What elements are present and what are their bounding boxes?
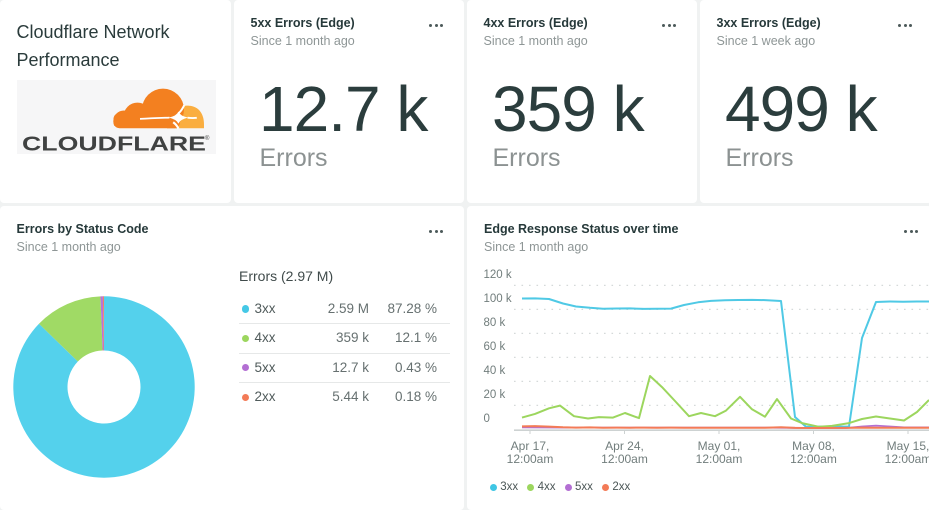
svg-text:CLOUDFLARE: CLOUDFLARE — [22, 134, 206, 154]
svg-text:®: ® — [204, 135, 209, 142]
